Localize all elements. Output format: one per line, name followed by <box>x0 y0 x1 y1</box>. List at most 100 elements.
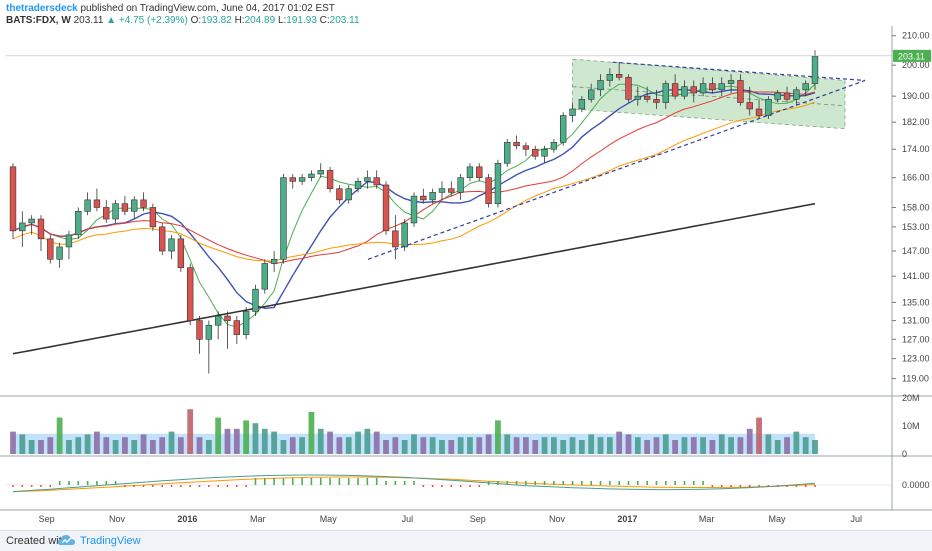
volume-bar <box>812 440 818 454</box>
candle-body <box>65 234 73 248</box>
high-label: H: <box>234 15 245 26</box>
volume-bar <box>523 437 529 454</box>
candle-body <box>541 148 548 157</box>
created-with-label: Created with <box>6 535 68 547</box>
candle-body <box>270 258 278 264</box>
candle-body <box>177 238 185 268</box>
volume-bar <box>177 437 184 454</box>
candle-body <box>755 108 763 116</box>
price-tick-label: 147.00 <box>902 246 930 256</box>
candle-body <box>587 89 595 100</box>
candle-body <box>37 218 45 240</box>
candles <box>9 50 819 374</box>
volume-bar <box>737 437 744 454</box>
candle-body <box>438 188 446 193</box>
time-tick-label: May <box>768 514 786 524</box>
volume-bar <box>299 437 305 454</box>
close-value: 203.11 <box>329 15 360 26</box>
candle-body <box>793 89 800 100</box>
volume-bar <box>159 437 166 454</box>
last-price: 203.11 <box>73 15 104 26</box>
time-tick-label: Nov <box>109 514 126 524</box>
candle-body <box>783 92 791 100</box>
volume-bar <box>196 437 203 454</box>
volume-bar <box>66 440 72 454</box>
volume-bar <box>728 437 734 454</box>
author-link[interactable]: thetradersdeck <box>6 3 78 14</box>
volume-bar <box>718 434 725 454</box>
candle-body <box>364 177 371 182</box>
volume-bar <box>578 440 585 454</box>
volume-bar <box>429 437 436 454</box>
up-triangle-icon: ▲ <box>106 15 117 26</box>
price-tick-label: 174.00 <box>902 144 930 154</box>
candle-body <box>186 267 194 321</box>
volume-bar <box>131 440 138 454</box>
volume-bar <box>569 437 576 454</box>
volume-bar <box>681 437 688 454</box>
candle-body <box>448 188 455 193</box>
volume-bar <box>625 434 632 454</box>
volume-bar <box>653 437 660 454</box>
candle-body <box>522 145 530 150</box>
volume-bar <box>439 440 445 454</box>
candle-body <box>578 99 586 110</box>
macd-line <box>12 474 816 493</box>
price-tick-label: 200.00 <box>902 60 930 70</box>
candle-body <box>466 166 474 178</box>
volume-bar <box>252 423 259 454</box>
candle-body <box>429 192 436 201</box>
volume-bar <box>10 431 16 454</box>
volume-bar <box>560 440 567 454</box>
candle-body <box>532 148 539 157</box>
volume-bar <box>504 434 511 454</box>
price-tick-label: 123.00 <box>902 354 930 364</box>
candle-body <box>298 177 306 182</box>
candle-body <box>242 311 250 335</box>
volume-bar <box>38 440 44 454</box>
volume-bar <box>411 434 417 454</box>
volume-bar <box>541 437 548 454</box>
volume-bar <box>224 428 231 454</box>
footer: Created with TradingView <box>0 530 932 551</box>
ma-orange-line <box>12 101 816 262</box>
candle-body <box>690 86 697 94</box>
candle-body <box>28 218 35 224</box>
volume-bar <box>94 431 100 454</box>
volume-bar <box>746 428 753 454</box>
volume-bar <box>149 440 156 454</box>
candle-body <box>103 207 110 220</box>
volume-bar <box>756 417 762 454</box>
volume-bar <box>662 434 669 454</box>
volume-bar <box>392 437 399 454</box>
candle-body <box>597 80 604 91</box>
volume-bar <box>709 440 716 454</box>
volume-bar <box>84 434 91 454</box>
volume-tick-label: 10M <box>902 421 920 431</box>
price-chart[interactable]: 210.00 200.00 190.00 182.00 174.00 166.00 158.… <box>0 26 932 530</box>
volume-bar <box>355 431 361 454</box>
candle-body <box>19 222 26 232</box>
open-value: 193.82 <box>201 15 232 26</box>
volume-bar <box>373 431 380 454</box>
volume-bar <box>47 437 54 454</box>
candle-body <box>662 83 669 103</box>
volume-bar <box>588 434 595 454</box>
candle-body <box>653 99 660 103</box>
time-tick-label: 2016 <box>177 514 197 524</box>
candle-body <box>382 184 390 232</box>
price-tick-label: 153.00 <box>902 222 930 232</box>
volume-bar <box>765 434 772 454</box>
candle-body <box>112 203 119 220</box>
candle-body <box>168 238 175 252</box>
volume-bar <box>774 440 781 454</box>
tradingview-brand[interactable]: TradingView <box>80 535 141 547</box>
ma-black-line <box>12 202 816 355</box>
volume-bar <box>672 440 679 454</box>
candle-body <box>476 166 483 178</box>
volume-bar <box>513 437 520 454</box>
low-value: 191.93 <box>286 15 317 26</box>
volume-bar <box>215 417 222 454</box>
candle-body <box>140 199 147 208</box>
volume-bar <box>364 428 371 454</box>
